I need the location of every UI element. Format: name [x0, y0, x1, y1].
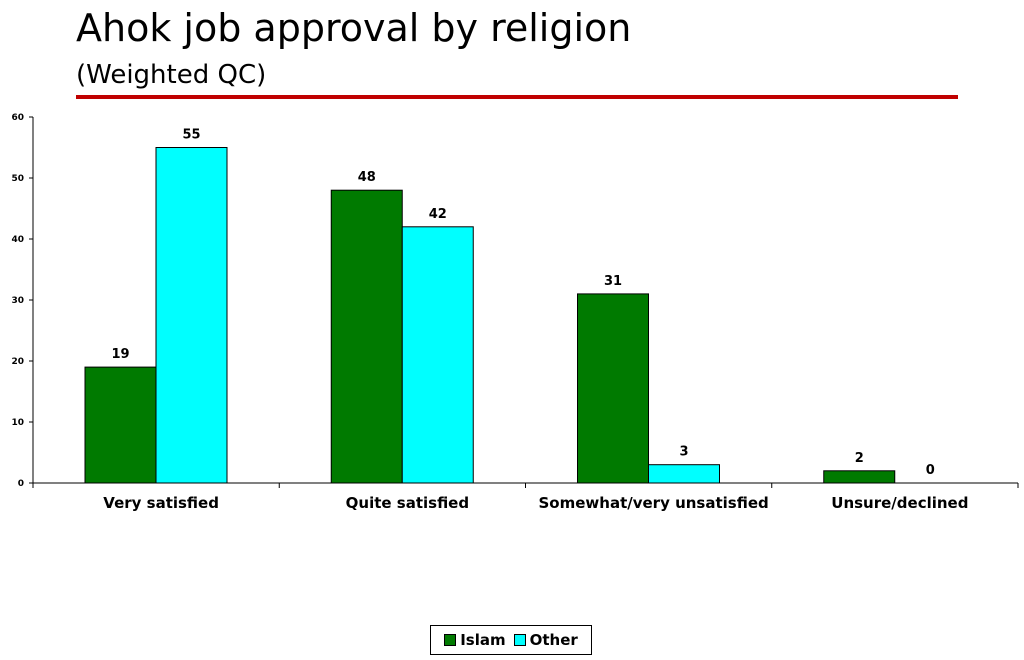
- data-label: 55: [182, 128, 200, 143]
- data-label: 3: [679, 445, 688, 460]
- data-label: 48: [358, 170, 376, 185]
- bar-other: [155, 147, 228, 484]
- y-tick-label: 0: [18, 479, 24, 489]
- x-category-label: Unsure/declined: [831, 494, 968, 512]
- bar-islam: [823, 470, 896, 484]
- y-tick-label: 10: [11, 418, 24, 428]
- legend-label-other: Other: [529, 631, 578, 649]
- bar-islam: [84, 366, 157, 484]
- x-category-label: Quite satisfied: [346, 494, 469, 512]
- bar-other: [648, 464, 720, 484]
- legend-swatch-islam: [444, 634, 457, 646]
- y-tick-label: 20: [11, 357, 24, 367]
- x-category-label: Somewhat/very unsatisfied: [539, 494, 769, 512]
- y-tick-label: 30: [11, 296, 24, 306]
- bar-islam: [577, 293, 649, 484]
- data-label: 2: [855, 451, 864, 466]
- data-label: 0: [926, 463, 935, 478]
- data-label: 31: [604, 274, 622, 289]
- y-tick-label: 50: [11, 174, 24, 184]
- chart-subtitle: (Weighted QC): [76, 60, 267, 90]
- legend-item-islam: Islam: [444, 631, 506, 649]
- legend-label-islam: Islam: [460, 631, 506, 649]
- y-tick-label: 40: [11, 235, 24, 245]
- data-label: 42: [429, 207, 447, 222]
- data-label: 19: [111, 347, 129, 362]
- bar-islam: [330, 189, 403, 484]
- legend-item-other: Other: [513, 631, 578, 649]
- y-tick-label: 60: [11, 113, 24, 123]
- title-underline: [76, 95, 958, 99]
- legend-swatch-other: [513, 634, 526, 646]
- x-category-label: Very satisfied: [103, 494, 219, 512]
- bar-other: [401, 226, 474, 484]
- chart-title: Ahok job approval by religion: [76, 6, 632, 50]
- legend: Islam Other: [430, 625, 592, 655]
